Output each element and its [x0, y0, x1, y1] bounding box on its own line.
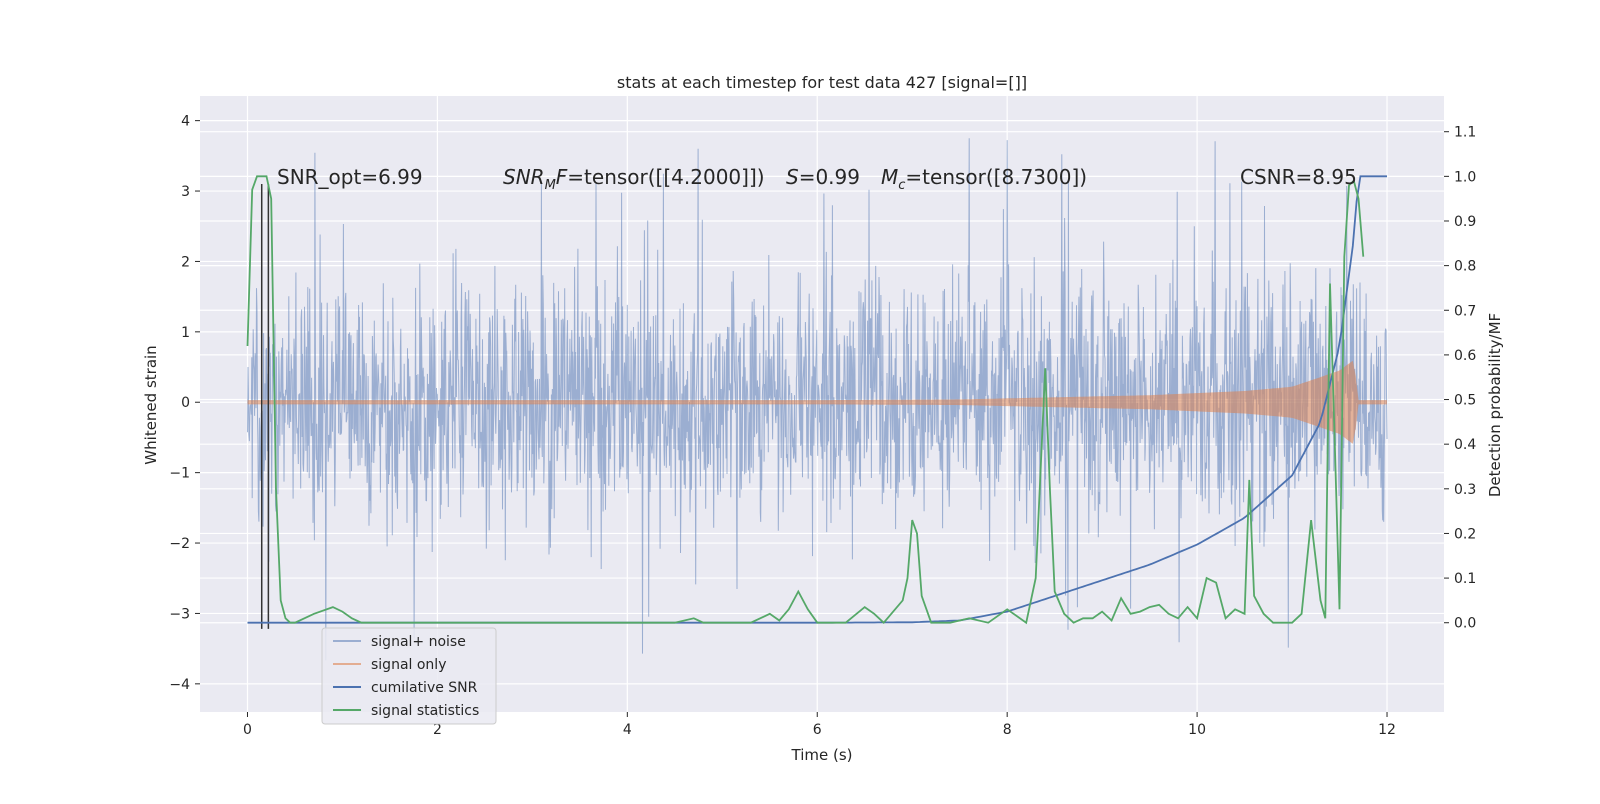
- x-tick-label: 6: [813, 722, 822, 738]
- plot-area: [246, 138, 1388, 661]
- y-left-tick-label: 3: [181, 184, 190, 200]
- y-left-tick-label: −4: [169, 677, 190, 693]
- y-right-tick-label: 0.9: [1454, 214, 1476, 230]
- y-right-tick-label: 0.8: [1454, 259, 1476, 275]
- y-right-tick-label: 0.3: [1454, 482, 1476, 498]
- y-right-tick-label: 0.2: [1454, 526, 1476, 542]
- legend-label-cumulative-snr: cumilative SNR: [371, 680, 478, 696]
- legend-label-signal-only: signal only: [371, 657, 446, 673]
- x-axis-label: Time (s): [791, 746, 853, 764]
- legend: signal+ noise signal only cumilative SNR…: [321, 627, 497, 725]
- x-tick-label: 10: [1188, 722, 1206, 738]
- annotation-snr-opt: SNR_opt=6.99: [277, 165, 423, 189]
- annotation-s: S=0.99: [786, 165, 860, 189]
- y-left-tick-label: −3: [169, 606, 190, 622]
- y-left-tick-label: 2: [181, 254, 190, 270]
- x-tick-label: 2: [433, 722, 442, 738]
- x-tick-label: 8: [1003, 722, 1012, 738]
- y-axis-left-ticks: 4 3 2 1 0 −1 −2 −3 −4: [169, 114, 200, 693]
- series-signal-only: [247, 360, 1387, 444]
- y-right-tick-label: 0.5: [1454, 393, 1476, 409]
- legend-box: [321, 627, 497, 725]
- y-left-tick-label: 1: [181, 325, 190, 341]
- y-right-tick-label: 1.0: [1454, 169, 1476, 185]
- series-signal-noise: [247, 138, 1388, 661]
- x-tick-label: 4: [623, 722, 632, 738]
- y-right-tick-label: 0.1: [1454, 571, 1476, 587]
- annotation-snr-mf: SNRMF=tensor([[4.2000]]): [503, 165, 765, 193]
- y-right-tick-label: 0.7: [1454, 303, 1476, 319]
- annotation-csnr: CSNR=8.95: [1240, 165, 1357, 189]
- y-axis-left-label: Whitened strain: [142, 345, 160, 464]
- y-right-tick-label: 0.4: [1454, 437, 1476, 453]
- y-left-tick-label: −1: [169, 466, 190, 482]
- x-tick-label: 12: [1378, 722, 1396, 738]
- chart-title: stats at each timestep for test data 427…: [617, 73, 1027, 92]
- y-axis-right-ticks: 1.1 1.0 0.9 0.8 0.7 0.6 0.5 0.4 0.3 0.2 0.1 0.0: [1444, 125, 1476, 632]
- y-left-tick-label: 0: [181, 395, 190, 411]
- x-axis-ticks: 0 2 4 6 8 10 12: [243, 712, 1396, 738]
- series-signal-statistics: [246, 175, 1365, 625]
- y-right-tick-label: 0.0: [1454, 616, 1476, 632]
- annotation-mc: Mc=tensor([8.7300]): [881, 165, 1087, 193]
- y-right-tick-label: 1.1: [1454, 125, 1476, 141]
- legend-label-signal-noise: signal+ noise: [371, 634, 466, 650]
- y-axis-right-label: Detection probability/MF: [1486, 313, 1504, 497]
- y-right-tick-label: 0.6: [1454, 348, 1476, 364]
- legend-label-signal-statistics: signal statistics: [371, 703, 479, 719]
- y-left-tick-label: −2: [169, 536, 190, 552]
- y-left-tick-label: 4: [181, 114, 190, 130]
- x-tick-label: 0: [243, 722, 252, 738]
